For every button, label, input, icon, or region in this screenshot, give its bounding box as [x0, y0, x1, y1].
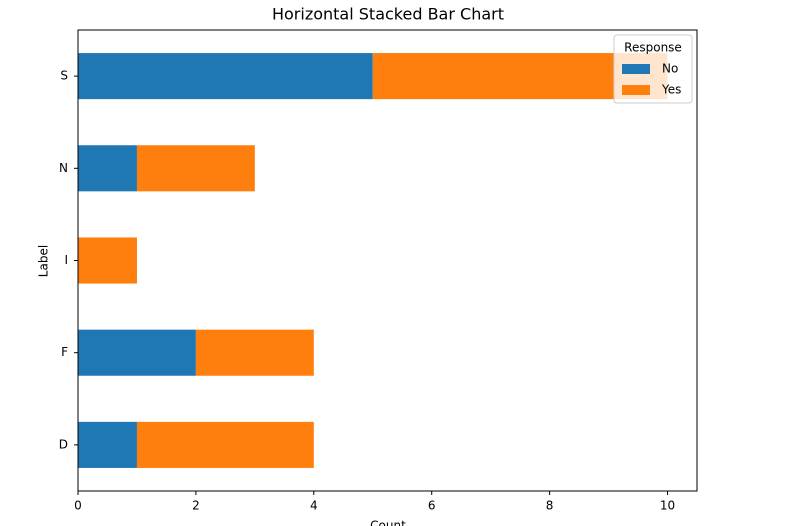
bar-segment: [78, 237, 137, 284]
y-axis-label: Label: [37, 245, 51, 277]
y-tick-label: N: [59, 161, 68, 175]
x-tick-label: 2: [192, 499, 200, 513]
bar-segment: [136, 421, 314, 468]
bar-segment: [195, 329, 314, 376]
x-axis-label: Count: [370, 519, 406, 526]
bar-segment: [78, 421, 137, 468]
x-tick-label: 6: [428, 499, 436, 513]
bar-segment: [136, 145, 255, 192]
legend-title: Response: [624, 41, 682, 55]
x-tick-label: 0: [74, 499, 82, 513]
y-tick-label: I: [64, 253, 68, 267]
legend-label: No: [662, 62, 678, 76]
x-tick-label: 8: [546, 499, 554, 513]
bar-segment: [78, 53, 373, 100]
bar-segment: [78, 145, 137, 192]
x-tick-label: 10: [660, 499, 675, 513]
legend-swatch: [622, 85, 650, 95]
y-tick-label: D: [59, 437, 68, 451]
legend-swatch: [622, 64, 650, 74]
y-tick-label: F: [61, 345, 68, 359]
y-tick-label: S: [60, 69, 68, 83]
legend-label: Yes: [661, 83, 681, 97]
bar-segment: [78, 329, 196, 376]
chart-title: Horizontal Stacked Bar Chart: [272, 5, 504, 24]
x-tick-label: 4: [310, 499, 318, 513]
